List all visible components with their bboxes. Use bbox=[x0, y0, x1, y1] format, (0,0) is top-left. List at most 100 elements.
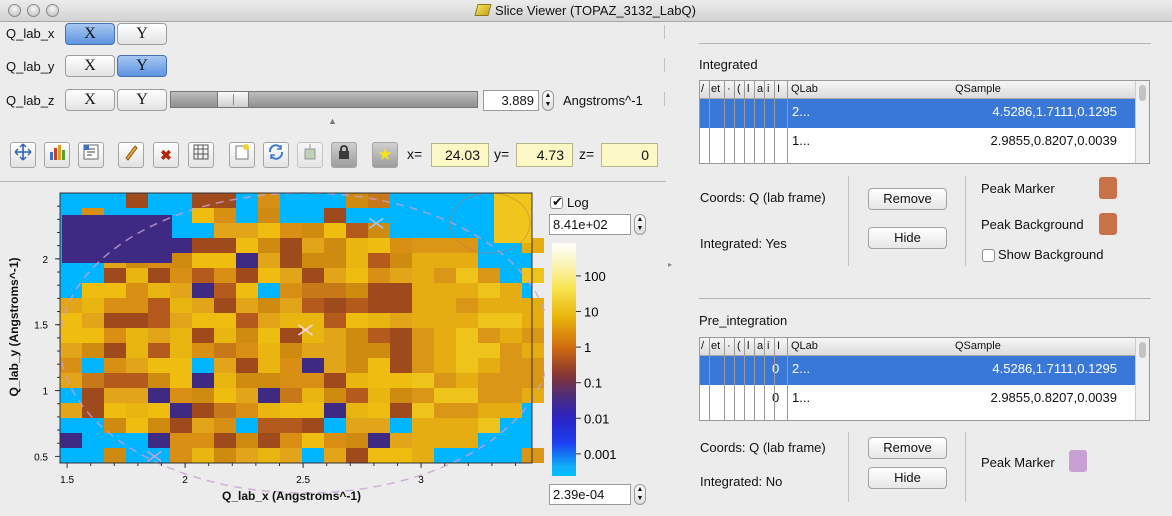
integrated-peak-background-color[interactable] bbox=[1099, 213, 1117, 235]
heatmap-cell bbox=[390, 403, 412, 418]
table-row[interactable]: 0 1... 2.9855,0.8207,0.0039 bbox=[700, 385, 1149, 414]
peak-marker[interactable] bbox=[146, 450, 162, 463]
colorbar-min-input[interactable]: 2.39e-04 bbox=[549, 484, 631, 505]
dim-z-label: Q_lab_z bbox=[6, 93, 55, 108]
dim-y-x-button[interactable]: X bbox=[65, 55, 115, 77]
slice-plot[interactable]: 1.5 2 2.5 3 0.5 1 1.5 2 bbox=[0, 183, 545, 516]
table-row[interactable]: 1... 2.9855,0.8207,0.0039 bbox=[700, 128, 1149, 157]
heatmap-cell bbox=[170, 403, 192, 418]
heatmap-cell bbox=[324, 418, 346, 433]
integrated-table[interactable]: / et · ( l a i I QLab QSample 2... 4.528… bbox=[699, 80, 1150, 164]
pre-integration-hide-button[interactable]: Hide bbox=[868, 467, 947, 489]
pencil-icon[interactable] bbox=[118, 142, 144, 168]
dim-z-y-button[interactable]: Y bbox=[117, 89, 167, 111]
heatmap-cell bbox=[148, 358, 170, 373]
splitter-handle-icon[interactable]: ▸ bbox=[668, 260, 673, 269]
heatmap-cell bbox=[192, 403, 214, 418]
heatmap-cell bbox=[522, 313, 544, 328]
heatmap-cell bbox=[478, 403, 500, 418]
heatmap-cell bbox=[390, 268, 412, 283]
column-header[interactable]: et bbox=[711, 340, 721, 352]
heatmap-cell bbox=[236, 358, 258, 373]
column-header[interactable]: · bbox=[727, 83, 731, 95]
heatmap-cell bbox=[214, 193, 236, 208]
column-header[interactable]: i bbox=[767, 83, 770, 95]
heatmap-cell bbox=[412, 448, 434, 463]
dim-y-y-button[interactable]: Y bbox=[117, 55, 167, 77]
dim-x-x-button[interactable]: X bbox=[65, 23, 115, 45]
qlab-column-header[interactable]: QLab bbox=[791, 83, 818, 95]
log-checkbox[interactable] bbox=[550, 194, 563, 210]
peak-marker[interactable] bbox=[298, 324, 313, 336]
zoom-fit-icon[interactable] bbox=[10, 142, 36, 168]
column-header[interactable]: / bbox=[701, 340, 705, 352]
table-scrollbar[interactable] bbox=[1135, 81, 1149, 163]
column-header[interactable]: I bbox=[777, 340, 781, 352]
minimize-window-icon[interactable] bbox=[27, 4, 40, 17]
colorbar-min-stepper[interactable]: ▲ ▼ bbox=[634, 484, 646, 505]
heatmap-cell bbox=[478, 388, 500, 403]
grid-icon[interactable] bbox=[188, 142, 214, 168]
overlay-icon[interactable] bbox=[297, 142, 323, 168]
colorbar-max-input[interactable]: 8.41e+02 bbox=[549, 214, 631, 235]
column-header[interactable]: / bbox=[701, 83, 705, 95]
z-slider-handle[interactable] bbox=[216, 91, 249, 108]
qsample-column-header[interactable]: QSample bbox=[955, 340, 1001, 352]
column-header[interactable]: i bbox=[767, 340, 770, 352]
y-tick-label: 1.5 bbox=[34, 321, 48, 332]
peak-marker[interactable] bbox=[368, 217, 384, 229]
heatmap-cell bbox=[258, 268, 280, 283]
divider bbox=[0, 181, 666, 182]
x-tick-label: 2.5 bbox=[296, 475, 310, 486]
pre-integration-peak-marker-color[interactable] bbox=[1069, 450, 1087, 472]
histogram-icon[interactable] bbox=[44, 142, 70, 168]
heatmap-cell bbox=[324, 328, 346, 343]
column-header[interactable]: et bbox=[711, 83, 721, 95]
column-header[interactable]: a bbox=[757, 340, 764, 352]
column-header[interactable]: I bbox=[777, 83, 781, 95]
column-header[interactable]: l bbox=[747, 340, 750, 352]
heatmap-cell bbox=[104, 313, 126, 328]
show-background-checkbox[interactable] bbox=[982, 249, 995, 262]
z-value-stepper[interactable]: ▲ ▼ bbox=[542, 90, 554, 111]
integrated-peak-marker-color[interactable] bbox=[1099, 177, 1117, 199]
integrated-remove-button[interactable]: Remove bbox=[868, 188, 947, 210]
pre-integration-remove-button[interactable]: Remove bbox=[868, 437, 947, 459]
qsample-column-header[interactable]: QSample bbox=[955, 83, 1001, 95]
dim-z-x-button[interactable]: X bbox=[65, 89, 115, 111]
zoom-window-icon[interactable] bbox=[46, 4, 59, 17]
z-value-input[interactable]: 3.889 bbox=[483, 90, 539, 111]
column-header[interactable]: ( bbox=[737, 83, 741, 95]
collapse-handle-icon[interactable]: ▲ bbox=[328, 116, 337, 126]
qlab-column-header[interactable]: QLab bbox=[791, 340, 818, 352]
integrated-hide-button[interactable]: Hide bbox=[868, 227, 947, 249]
column-header[interactable]: · bbox=[727, 340, 731, 352]
refresh-icon[interactable] bbox=[263, 142, 289, 168]
new-icon[interactable] bbox=[229, 142, 255, 168]
lock-icon[interactable] bbox=[331, 142, 357, 168]
divider bbox=[664, 92, 665, 106]
heatmap-cell bbox=[170, 373, 192, 388]
delete-icon[interactable]: ✖ bbox=[153, 142, 179, 168]
column-header[interactable]: a bbox=[757, 83, 764, 95]
star-icon[interactable]: ★ bbox=[372, 142, 398, 168]
rebin-icon[interactable] bbox=[78, 142, 104, 168]
colorbar-max-stepper[interactable]: ▲ ▼ bbox=[634, 214, 646, 235]
close-window-icon[interactable] bbox=[8, 4, 21, 17]
heatmap-cell bbox=[434, 418, 456, 433]
pre-integration-title: Pre_integration bbox=[699, 313, 788, 328]
heatmap-cell bbox=[456, 343, 478, 358]
heatmap-cell bbox=[368, 433, 390, 448]
table-scrollbar[interactable] bbox=[1135, 338, 1149, 420]
dim-x-y-button[interactable]: Y bbox=[117, 23, 167, 45]
heatmap-cell bbox=[434, 403, 456, 418]
heatmap-cell bbox=[390, 448, 412, 463]
column-header[interactable]: l bbox=[747, 83, 750, 95]
qsample-cell: 2.9855,0.8207,0.0039 bbox=[990, 390, 1117, 405]
pre-integration-table[interactable]: / et · ( l a i I QLab QSample 0 2... 4.5… bbox=[699, 337, 1150, 421]
column-header[interactable]: ( bbox=[737, 340, 741, 352]
heatmap-cell bbox=[280, 358, 302, 373]
divider bbox=[965, 432, 966, 502]
heatmap-cell bbox=[104, 403, 126, 418]
heatmap-cell bbox=[478, 298, 500, 313]
